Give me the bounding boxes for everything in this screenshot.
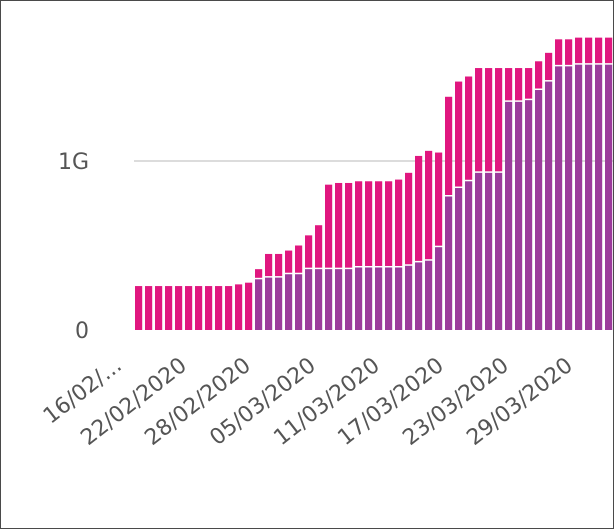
bar-segment-bottom [355, 267, 363, 330]
bar-segment-top [535, 61, 543, 89]
bar-segment-top [495, 68, 503, 172]
bar-segment-top [505, 68, 513, 101]
y-tick-labels: 0 1G [58, 150, 89, 344]
bar-segment-top [415, 155, 423, 261]
bar-segment-bottom [515, 101, 523, 330]
bar-segment-bottom [455, 188, 463, 330]
bar-segment-bottom [505, 101, 513, 330]
bar-segment-top [185, 286, 193, 330]
bar-segment-top [205, 286, 213, 330]
bar-segment-top [175, 286, 183, 330]
bar-segment-bottom [385, 267, 393, 330]
bar-segment-top [485, 68, 493, 172]
bar-segment-bottom [465, 181, 473, 330]
bar-segment-top [595, 37, 603, 64]
bar-segment-top [545, 52, 553, 81]
bar-segment-top [285, 250, 293, 273]
bar-segment-top [265, 253, 273, 277]
bar-segment-top [355, 181, 363, 266]
bar-segment-bottom [255, 279, 263, 330]
bar-segment-bottom [345, 269, 353, 330]
bar-segment-top [305, 235, 313, 268]
y-tick-label: 1G [58, 150, 89, 175]
bar-segment-bottom [315, 269, 323, 330]
bar-segment-bottom [535, 90, 543, 331]
bar-segment-top [565, 39, 573, 65]
bar-segment-bottom [495, 172, 503, 330]
bar-segment-bottom [425, 260, 433, 330]
bar-segment-bottom [325, 269, 333, 330]
bar-segment-top [395, 179, 403, 266]
bar-segment-top [135, 286, 143, 330]
bar-segment-bottom [415, 262, 423, 330]
bar-segment-top [575, 37, 583, 64]
bar-segment-top [375, 181, 383, 266]
bar-segment-top [385, 181, 393, 266]
bar-segment-bottom [575, 64, 583, 331]
bar-segment-top [365, 181, 373, 266]
bar-segment-top [465, 76, 473, 180]
bar-segment-top [555, 39, 563, 65]
bar-segment-bottom [335, 269, 343, 330]
bar-segment-bottom [545, 81, 553, 330]
bar-segment-top [235, 284, 243, 330]
bar-segment-top [435, 152, 443, 246]
bar-segment-top [215, 286, 223, 330]
bar-segment-top [605, 37, 613, 64]
bar-segment-bottom [285, 274, 293, 330]
bar-segment-top [445, 96, 453, 195]
bar-segment-top [225, 286, 233, 330]
x-tick-labels: 16/02/...22/02/202028/02/202005/03/20201… [39, 353, 578, 451]
bar-segment-bottom [405, 265, 413, 330]
bar-segment-bottom [395, 267, 403, 330]
bar-segment-bottom [475, 172, 483, 330]
bar-segment-bottom [275, 277, 283, 330]
bar-segment-top [195, 286, 203, 330]
bar-segment-top [455, 81, 463, 187]
bar-segment-top [345, 182, 353, 268]
bar-segment-top [425, 150, 433, 260]
bar-segment-top [275, 253, 283, 277]
bar-segment-top [165, 286, 173, 330]
bar-segment-top [155, 286, 163, 330]
bar-segment-bottom [435, 247, 443, 330]
bar-segment-bottom [265, 277, 273, 330]
bar-segment-top [255, 269, 263, 278]
bar-segment-top [585, 37, 593, 64]
bar-segment-bottom [605, 64, 613, 331]
bar-segment-bottom [375, 267, 383, 330]
bar-segment-top [475, 68, 483, 172]
bar-segment-top [245, 282, 253, 330]
bar-segment-bottom [365, 267, 373, 330]
bar-segment-bottom [555, 66, 563, 331]
bar-segment-bottom [585, 64, 593, 331]
bar-segment-bottom [595, 64, 603, 331]
y-tick-label: 0 [75, 319, 89, 344]
bar-segment-top [335, 182, 343, 268]
bar-segment-top [405, 172, 413, 265]
bar-segment-top [525, 68, 533, 99]
bars [135, 37, 613, 331]
bar-segment-bottom [565, 66, 573, 331]
bar-segment-bottom [305, 269, 313, 330]
bar-segment-bottom [525, 100, 533, 330]
bar-segment-top [295, 245, 303, 273]
bar-segment-top [315, 225, 323, 268]
bar-segment-top [325, 184, 333, 268]
bar-segment-top [145, 286, 153, 330]
bar-segment-bottom [445, 196, 453, 330]
bar-segment-bottom [485, 172, 493, 330]
bar-segment-top [515, 68, 523, 101]
bar-segment-bottom [295, 274, 303, 330]
